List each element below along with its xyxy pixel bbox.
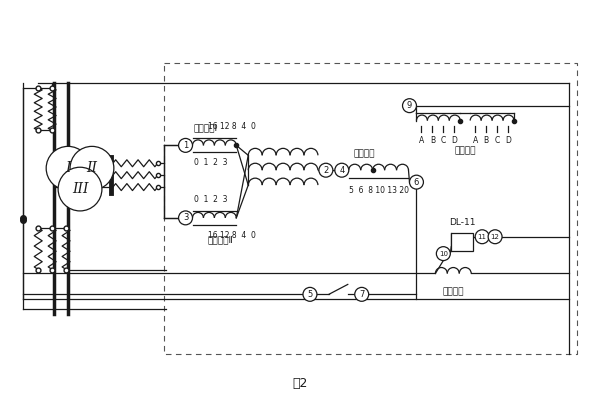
Text: 11: 11	[478, 234, 487, 240]
Circle shape	[436, 247, 451, 260]
Circle shape	[475, 230, 489, 244]
Circle shape	[46, 146, 90, 190]
Circle shape	[70, 146, 114, 190]
Text: 1: 1	[183, 141, 188, 150]
Bar	[451, 233, 473, 251]
Text: C: C	[494, 136, 500, 146]
Text: 5: 5	[307, 290, 313, 299]
Circle shape	[58, 167, 102, 211]
Circle shape	[335, 163, 349, 177]
Text: 16 12 8  4  0: 16 12 8 4 0	[208, 231, 256, 240]
Text: 工作绕组: 工作绕组	[354, 150, 375, 159]
Text: 6: 6	[414, 178, 419, 187]
Circle shape	[303, 287, 317, 301]
Text: 5  6  8 10 13 20: 5 6 8 10 13 20	[349, 186, 409, 195]
Text: III: III	[72, 182, 88, 196]
Text: B: B	[484, 136, 488, 146]
Text: 短路绕组: 短路绕组	[454, 146, 476, 155]
Text: D: D	[451, 136, 457, 146]
Text: 0  1  2  3: 0 1 2 3	[194, 158, 228, 167]
Text: 0  1  2  3: 0 1 2 3	[194, 195, 228, 204]
Text: 7: 7	[359, 290, 364, 299]
Text: 12: 12	[491, 234, 500, 240]
Text: A: A	[419, 136, 424, 146]
Circle shape	[355, 287, 368, 301]
Circle shape	[179, 138, 193, 152]
Text: I: I	[65, 161, 71, 175]
Text: D: D	[505, 136, 511, 146]
Text: 9: 9	[407, 101, 412, 110]
Text: A: A	[473, 136, 478, 146]
Text: 平衡绕组Ⅱ: 平衡绕组Ⅱ	[208, 235, 233, 244]
Text: C: C	[441, 136, 446, 146]
Circle shape	[179, 211, 193, 225]
Text: 4: 4	[339, 166, 344, 175]
Circle shape	[488, 230, 502, 244]
Text: II: II	[86, 161, 97, 175]
Circle shape	[403, 99, 416, 113]
Text: 图2: 图2	[292, 377, 308, 390]
Text: 2: 2	[323, 166, 329, 175]
Circle shape	[409, 175, 424, 189]
Circle shape	[319, 163, 333, 177]
Text: 3: 3	[183, 213, 188, 222]
Text: B: B	[430, 136, 435, 146]
Text: DL-11: DL-11	[449, 218, 475, 227]
Text: 16 12 8  4  0: 16 12 8 4 0	[208, 122, 256, 132]
Text: 平衡绕组Ⅰ: 平衡绕组Ⅰ	[193, 123, 218, 132]
Text: 二次绕组: 二次绕组	[443, 287, 464, 296]
Text: 10: 10	[439, 251, 448, 257]
